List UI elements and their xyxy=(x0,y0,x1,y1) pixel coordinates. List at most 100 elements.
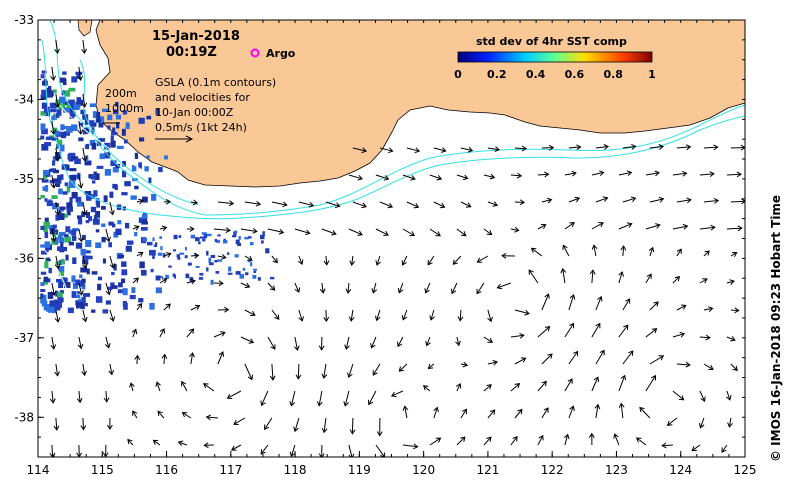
sst-pixel xyxy=(118,254,124,258)
sst-pixel xyxy=(217,259,222,262)
depth-label-200m: 200m xyxy=(105,87,137,100)
colorbar-tick-label: 0.2 xyxy=(487,68,507,81)
sst-pixel xyxy=(81,278,86,284)
velocity-arrow xyxy=(106,418,113,430)
velocity-arrow xyxy=(397,282,404,294)
sst-pixel xyxy=(50,108,57,113)
velocity-arrow xyxy=(648,246,655,257)
sst-pixel xyxy=(40,293,44,300)
y-tick-label: -34 xyxy=(14,92,34,106)
sst-pixel xyxy=(66,202,73,209)
velocity-arrow xyxy=(595,295,603,311)
velocity-arrow xyxy=(622,298,631,311)
sst-pixel xyxy=(126,240,134,245)
velocity-arrow xyxy=(136,198,144,205)
velocity-arrow xyxy=(108,363,115,376)
sst-pixel xyxy=(54,237,59,245)
velocity-arrow xyxy=(105,282,112,296)
velocity-arrow xyxy=(348,228,363,236)
velocity-arrow xyxy=(347,363,354,378)
velocity-arrow xyxy=(591,376,600,392)
velocity-arrow xyxy=(289,444,296,457)
sst-pixel xyxy=(64,234,69,238)
sst-pixel xyxy=(44,241,51,248)
sst-pixel xyxy=(234,230,238,234)
velocity-arrow xyxy=(50,120,57,135)
velocity-arrow xyxy=(136,302,143,311)
sst-pixel xyxy=(44,217,49,224)
sst-pixel xyxy=(140,227,148,231)
sst-pixel xyxy=(102,309,109,314)
sst-pixel xyxy=(93,171,97,175)
sst-pixel xyxy=(83,293,91,297)
velocity-arrow xyxy=(727,417,733,428)
velocity-arrow xyxy=(691,444,701,452)
sst-pixel xyxy=(215,271,220,274)
velocity-arrow xyxy=(510,435,518,446)
sst-pixel xyxy=(96,139,102,146)
velocity-arrow xyxy=(77,120,84,135)
velocity-arrow xyxy=(49,390,56,404)
sst-pixel xyxy=(85,240,92,247)
sst-pixel xyxy=(85,220,90,224)
sst-pixel xyxy=(113,109,119,115)
sst-pixel xyxy=(75,71,83,75)
sst-pixel xyxy=(71,235,77,241)
velocity-arrow xyxy=(349,255,356,266)
sst-pixel xyxy=(146,241,153,246)
velocity-arrow xyxy=(240,228,258,234)
velocity-arrow xyxy=(594,403,601,419)
sst-pixel xyxy=(52,160,56,166)
x-tick-label: 125 xyxy=(734,463,757,477)
sst-pixel xyxy=(112,127,116,133)
sst-pixel xyxy=(55,214,59,221)
velocity-arrow xyxy=(293,336,300,352)
sst-pixel xyxy=(115,228,122,235)
velocity-arrow xyxy=(725,390,732,401)
velocity-arrow xyxy=(54,147,61,162)
velocity-arrow xyxy=(618,222,633,230)
velocity-arrow xyxy=(595,349,605,365)
sst-pixel xyxy=(157,252,163,256)
velocity-arrow xyxy=(54,363,60,377)
velocity-arrow xyxy=(321,228,337,236)
sst-pixel xyxy=(160,246,163,251)
sst-pixel xyxy=(103,195,108,202)
velocity-arrow xyxy=(622,196,637,203)
sst-pixel xyxy=(43,79,47,86)
velocity-arrow xyxy=(217,306,230,313)
velocity-arrow xyxy=(240,282,251,289)
velocity-arrow xyxy=(622,350,634,365)
sst-pixel xyxy=(89,122,97,127)
sst-pixel xyxy=(261,240,264,244)
sst-pixel xyxy=(40,244,47,248)
sst-pixel xyxy=(85,143,90,150)
velocity-arrow xyxy=(455,336,461,347)
velocity-arrow xyxy=(645,374,656,392)
sst-pixel xyxy=(60,242,64,248)
sst-pixel xyxy=(112,183,118,189)
velocity-arrow xyxy=(510,332,525,339)
sst-pixel xyxy=(86,268,90,275)
sst-pixel xyxy=(149,249,156,256)
velocity-arrow xyxy=(528,269,539,284)
sst-pixel xyxy=(105,300,111,305)
colorbar-title: std dev of 4hr SST comp xyxy=(476,35,627,48)
velocity-arrow xyxy=(496,282,512,290)
sst-pixel xyxy=(90,206,97,213)
sst-pixel xyxy=(187,262,192,266)
sst-pixel xyxy=(40,195,45,199)
depth-label-1000m: 1000m xyxy=(105,102,144,115)
x-tick-label: 118 xyxy=(284,463,307,477)
sst-pixel xyxy=(265,248,270,254)
sst-pixel xyxy=(57,246,62,251)
velocity-arrow xyxy=(271,255,278,264)
sst-pixel xyxy=(52,137,59,141)
velocity-arrow xyxy=(81,93,88,108)
velocity-arrow xyxy=(402,228,416,237)
velocity-arrow xyxy=(343,390,350,407)
sst-pixel xyxy=(44,142,51,147)
sst-pixel xyxy=(43,225,48,232)
velocity-arrow xyxy=(375,309,381,322)
sst-pixel xyxy=(165,274,169,279)
